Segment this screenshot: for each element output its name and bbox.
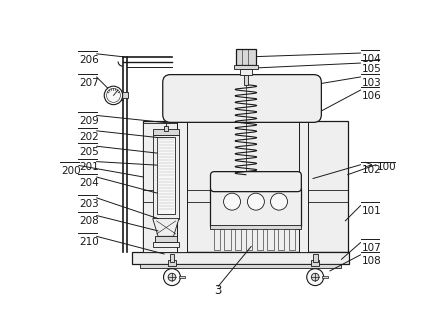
FancyBboxPatch shape [163, 75, 321, 122]
Bar [235, 229, 241, 250]
Text: 108: 108 [361, 255, 381, 265]
Bar [244, 75, 248, 85]
Bar [156, 137, 175, 214]
Bar [168, 260, 176, 266]
Bar [153, 242, 179, 247]
Bar [179, 276, 185, 278]
Bar [322, 276, 328, 278]
Bar [210, 225, 301, 229]
Text: 107: 107 [361, 243, 381, 253]
Text: 105: 105 [361, 64, 381, 74]
Circle shape [104, 86, 123, 105]
Bar [174, 115, 190, 122]
Polygon shape [153, 218, 179, 236]
Bar [233, 65, 258, 69]
Text: 102: 102 [361, 166, 381, 175]
Bar [236, 49, 256, 65]
Text: 202: 202 [79, 132, 98, 142]
Bar [295, 115, 312, 122]
Bar [143, 121, 348, 252]
Text: 210: 210 [79, 237, 98, 247]
Circle shape [106, 89, 120, 102]
Bar [122, 92, 128, 99]
Text: 103: 103 [361, 78, 381, 88]
Text: 201: 201 [79, 163, 98, 172]
Text: 3: 3 [214, 284, 222, 297]
Text: 100: 100 [377, 163, 396, 172]
Bar [246, 229, 252, 250]
Circle shape [163, 269, 180, 286]
Circle shape [224, 193, 241, 210]
Bar [278, 229, 284, 250]
Bar [224, 229, 230, 250]
Text: 106: 106 [361, 91, 381, 101]
Text: 104: 104 [361, 54, 381, 64]
Text: 101: 101 [361, 206, 381, 216]
Circle shape [271, 193, 288, 210]
Circle shape [168, 273, 176, 281]
Bar [289, 229, 295, 250]
Circle shape [248, 193, 264, 210]
Text: 203: 203 [79, 198, 98, 208]
Bar [268, 229, 274, 250]
Text: 208: 208 [79, 216, 98, 226]
Text: 209: 209 [79, 116, 98, 126]
Bar [170, 254, 174, 262]
Bar [163, 126, 168, 131]
Bar [210, 188, 301, 226]
Text: >: > [364, 160, 373, 170]
Bar [153, 129, 179, 136]
Text: 204: 204 [79, 178, 98, 188]
Circle shape [307, 269, 324, 286]
Bar [155, 236, 177, 242]
Text: 207: 207 [79, 78, 98, 88]
Text: 206: 206 [79, 55, 98, 65]
Bar [144, 123, 180, 252]
FancyBboxPatch shape [210, 171, 301, 192]
Bar [132, 252, 349, 264]
Bar [214, 229, 220, 250]
Bar [313, 254, 318, 262]
Bar [140, 264, 342, 268]
Bar [299, 122, 308, 252]
Bar [240, 69, 252, 75]
Bar [153, 136, 179, 218]
Text: 205: 205 [79, 147, 98, 157]
Circle shape [311, 273, 319, 281]
Bar [311, 260, 319, 266]
Bar [256, 229, 263, 250]
Text: 200: 200 [61, 166, 81, 176]
Bar [177, 122, 187, 252]
